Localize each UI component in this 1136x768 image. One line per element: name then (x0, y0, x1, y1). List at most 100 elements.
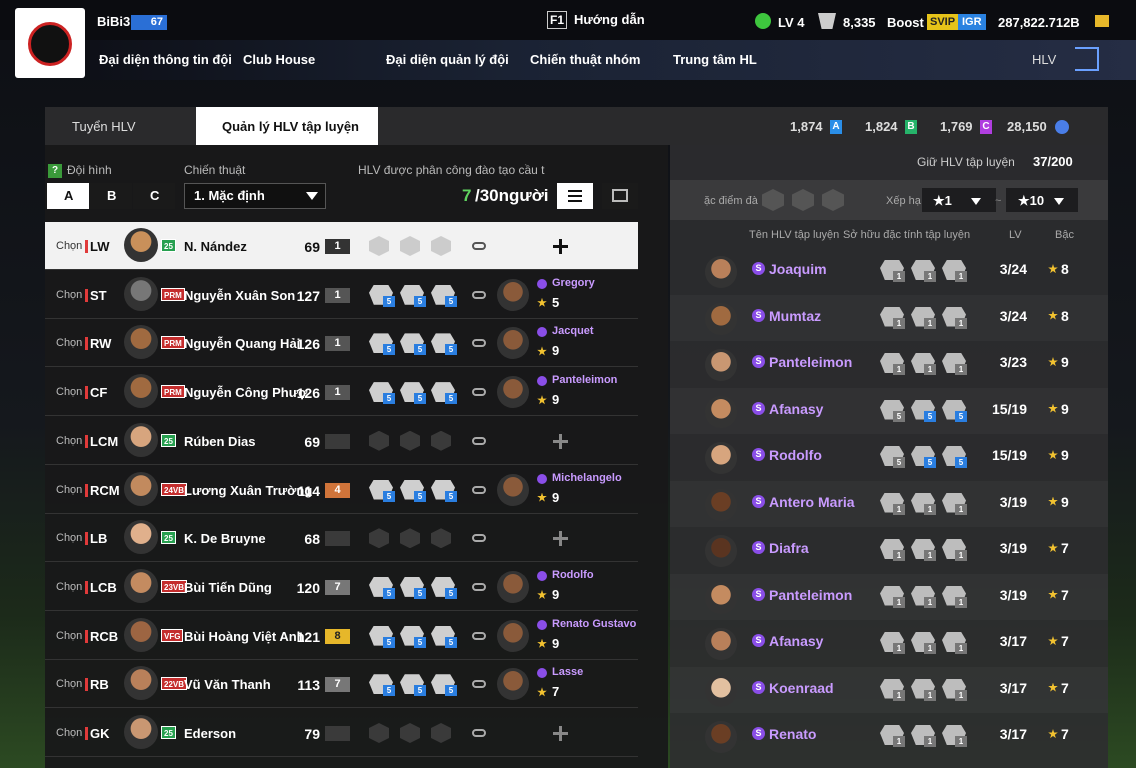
formation-button[interactable] (47, 183, 89, 209)
rank-from[interactable]: ★1 (933, 193, 952, 208)
star-icon (1048, 496, 1058, 506)
help-link[interactable]: Hướng dẫn (574, 12, 645, 27)
portrait (705, 395, 737, 428)
select-label[interactable]: Chọn (56, 434, 83, 447)
trait-filter-slot[interactable] (762, 189, 784, 211)
add-coach-v[interactable] (559, 726, 562, 741)
tab-active-label[interactable]: Quản lý HLV tập luyện (222, 119, 360, 134)
coach-grade: 9 (1061, 447, 1069, 463)
link-icon (472, 680, 486, 689)
add-coach-v[interactable] (559, 531, 562, 547)
position: RCM (90, 482, 120, 498)
formation-label[interactable]: A (64, 188, 74, 203)
formation-label[interactable]: B (107, 188, 117, 203)
select-label[interactable]: Chọn (56, 337, 83, 350)
trait-level: 1 (924, 689, 936, 701)
select-label[interactable]: Chọn (56, 532, 83, 545)
dropdown-arrow (1054, 198, 1064, 205)
trait-level: 5 (445, 636, 457, 648)
trait-level: 5 (445, 393, 457, 405)
assigned-count: 7 (462, 186, 472, 205)
trait-filter-slot[interactable] (792, 189, 814, 211)
squad-row[interactable] (45, 709, 638, 757)
nav-item[interactable]: Đại diện thông tin đội (99, 52, 232, 67)
squad-row[interactable] (45, 466, 638, 514)
trait-level: 1 (893, 364, 905, 375)
currency-amount: 1,874 (790, 119, 823, 134)
squad-row[interactable] (45, 271, 638, 319)
squad-row[interactable] (45, 612, 638, 660)
trait-level: 5 (383, 393, 395, 405)
formation-button[interactable] (90, 183, 132, 209)
portrait (124, 715, 158, 749)
ovr: 114 (297, 482, 320, 499)
trait-level: 1 (924, 317, 936, 329)
select-label[interactable]: Chọn (56, 727, 83, 739)
nav-item[interactable]: Trung tâm HL (673, 52, 757, 67)
select-label[interactable]: Chọn (56, 288, 83, 301)
rank-to-box[interactable] (1006, 188, 1078, 212)
nav-item[interactable]: Đại diện quản lý đội (386, 52, 509, 67)
squad-row[interactable] (45, 514, 638, 563)
add-coach-v[interactable] (559, 239, 562, 254)
coach-lv: 15/19 (991, 400, 1027, 417)
coach-grade: 9 (1061, 354, 1069, 370)
rank-from-box[interactable] (922, 188, 996, 212)
tactic-value[interactable]: 1. Mặc định (194, 188, 265, 203)
team-level: 67 (131, 15, 167, 30)
tab[interactable]: Tuyển HLV (72, 119, 136, 134)
column-header: Sở hữu đặc tính tập luyện (843, 229, 971, 241)
nav-coach[interactable]: HLV (1032, 52, 1057, 67)
trait-level: 5 (414, 393, 426, 405)
add-coach-v[interactable] (559, 433, 562, 449)
formation-label[interactable]: C (150, 188, 160, 203)
empty-slot (431, 430, 451, 451)
squad-row[interactable] (45, 417, 638, 465)
pitch-view-button[interactable] (602, 183, 638, 209)
coach-lv: 3/17 (999, 726, 1027, 742)
trait-filter-slot[interactable] (822, 189, 844, 211)
trait-level: 5 (414, 295, 426, 307)
squad-row[interactable] (45, 563, 638, 611)
ovr: 121 (296, 628, 320, 645)
tier-icon (537, 570, 547, 581)
star-icon (537, 297, 547, 307)
coach-lv: 15/19 (991, 447, 1027, 463)
formation-button[interactable] (133, 183, 175, 209)
nav-item[interactable]: Club House (243, 52, 316, 67)
select-label[interactable]: Chọn (56, 678, 83, 691)
tactic-dropdown[interactable] (184, 183, 326, 209)
token-icon (818, 13, 836, 29)
exit-icon[interactable] (1075, 47, 1099, 71)
tab-active[interactable] (196, 107, 378, 145)
trait-level: 1 (893, 643, 905, 654)
portrait (124, 325, 158, 360)
select-label[interactable]: Chọn (56, 483, 83, 496)
link-icon (472, 729, 486, 737)
coach-name: Rodolfo (552, 568, 594, 581)
help-key[interactable]: F1 (547, 11, 567, 29)
trait-level: 1 (893, 317, 905, 329)
squad-row[interactable] (45, 319, 638, 368)
squad-row[interactable] (45, 660, 638, 709)
coach-name: Lasse (552, 666, 584, 679)
select-label[interactable]: Chọn (56, 240, 83, 252)
select-label[interactable]: Chọn (56, 386, 83, 399)
star-icon (1048, 729, 1058, 739)
tier-icon: S (752, 634, 765, 647)
training-level: 7 (325, 677, 350, 693)
rank-to[interactable]: ★10 (1018, 193, 1045, 208)
tier-icon: S (752, 587, 765, 601)
coin-icon (1095, 15, 1109, 27)
trait-level: 5 (445, 685, 457, 697)
squad-row[interactable] (45, 368, 638, 417)
coach-lv: 3/19 (999, 586, 1027, 603)
trait-level: 5 (893, 410, 905, 422)
nav-item[interactable]: Chiến thuật nhóm (530, 52, 641, 67)
link-icon (472, 388, 486, 397)
select-label[interactable]: Chọn (56, 629, 83, 642)
position: RW (90, 336, 112, 352)
select-label[interactable]: Chọn (56, 580, 83, 593)
position-bar (85, 386, 88, 400)
